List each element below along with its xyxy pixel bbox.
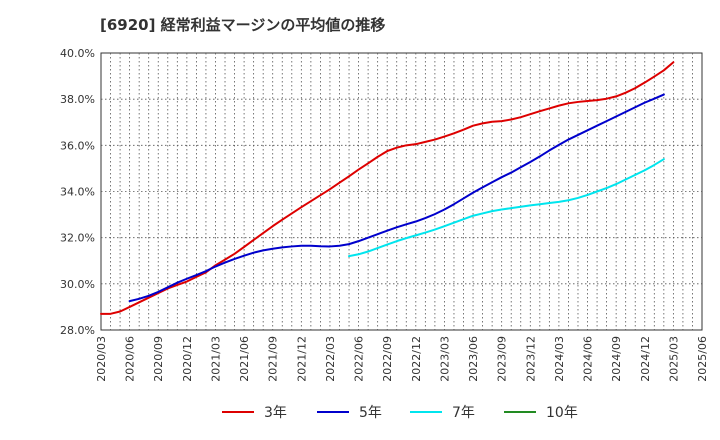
legend-label: 7年 <box>452 405 475 421</box>
x-axis: 2020/03 2020/06 2020/09 2020/12 2021/03 2021/… <box>95 336 709 382</box>
legend: 3年 5年 7年 10年 <box>222 405 578 421</box>
x-tick-label: 2024/09 <box>610 336 623 382</box>
series-line <box>100 61 675 315</box>
x-tick-label: 2020/03 <box>95 336 108 382</box>
legend-label: 5年 <box>359 405 382 421</box>
series-line <box>348 158 665 258</box>
x-tick-label: 2025/06 <box>696 336 709 382</box>
y-axis: 28.0% 30.0% 32.0% 34.0% 36.0% 38.0% 40.0% <box>60 47 95 337</box>
x-tick-label: 2022/09 <box>381 336 394 382</box>
legend-label: 10年 <box>546 405 578 421</box>
x-tick-label: 2024/03 <box>553 336 566 382</box>
x-tick-label: 2022/06 <box>353 336 366 382</box>
y-tick-label: 32.0% <box>60 232 95 245</box>
x-tick-label: 2021/09 <box>267 336 280 382</box>
x-tick-label: 2023/06 <box>467 336 480 382</box>
x-tick-label: 2023/03 <box>438 336 451 382</box>
x-tick-label: 2023/09 <box>496 336 509 382</box>
x-tick-label: 2024/12 <box>639 336 652 382</box>
x-tick-label: 2023/12 <box>524 336 537 382</box>
series-line <box>128 93 665 303</box>
x-tick-label: 2025/03 <box>667 336 680 382</box>
x-tick-label: 2022/12 <box>410 336 423 382</box>
y-tick-label: 34.0% <box>60 186 95 199</box>
legend-label: 3年 <box>264 405 287 421</box>
x-tick-label: 2020/06 <box>124 336 137 382</box>
y-tick-label: 36.0% <box>60 139 95 152</box>
x-tick-label: 2021/06 <box>238 336 251 382</box>
chart-title: [6920] 経常利益マージンの平均値の推移 <box>100 16 385 34</box>
x-tick-label: 2020/12 <box>181 336 194 382</box>
x-tick-label: 2022/03 <box>324 336 337 382</box>
y-tick-label: 38.0% <box>60 93 95 106</box>
x-tick-label: 2021/12 <box>295 336 308 382</box>
y-tick-label: 30.0% <box>60 278 95 291</box>
x-tick-label: 2021/03 <box>209 336 222 382</box>
x-tick-label: 2024/06 <box>582 336 595 382</box>
y-tick-label: 28.0% <box>60 324 95 337</box>
series-lines <box>100 61 675 315</box>
x-tick-label: 2020/09 <box>152 336 165 382</box>
y-tick-label: 40.0% <box>60 47 95 60</box>
